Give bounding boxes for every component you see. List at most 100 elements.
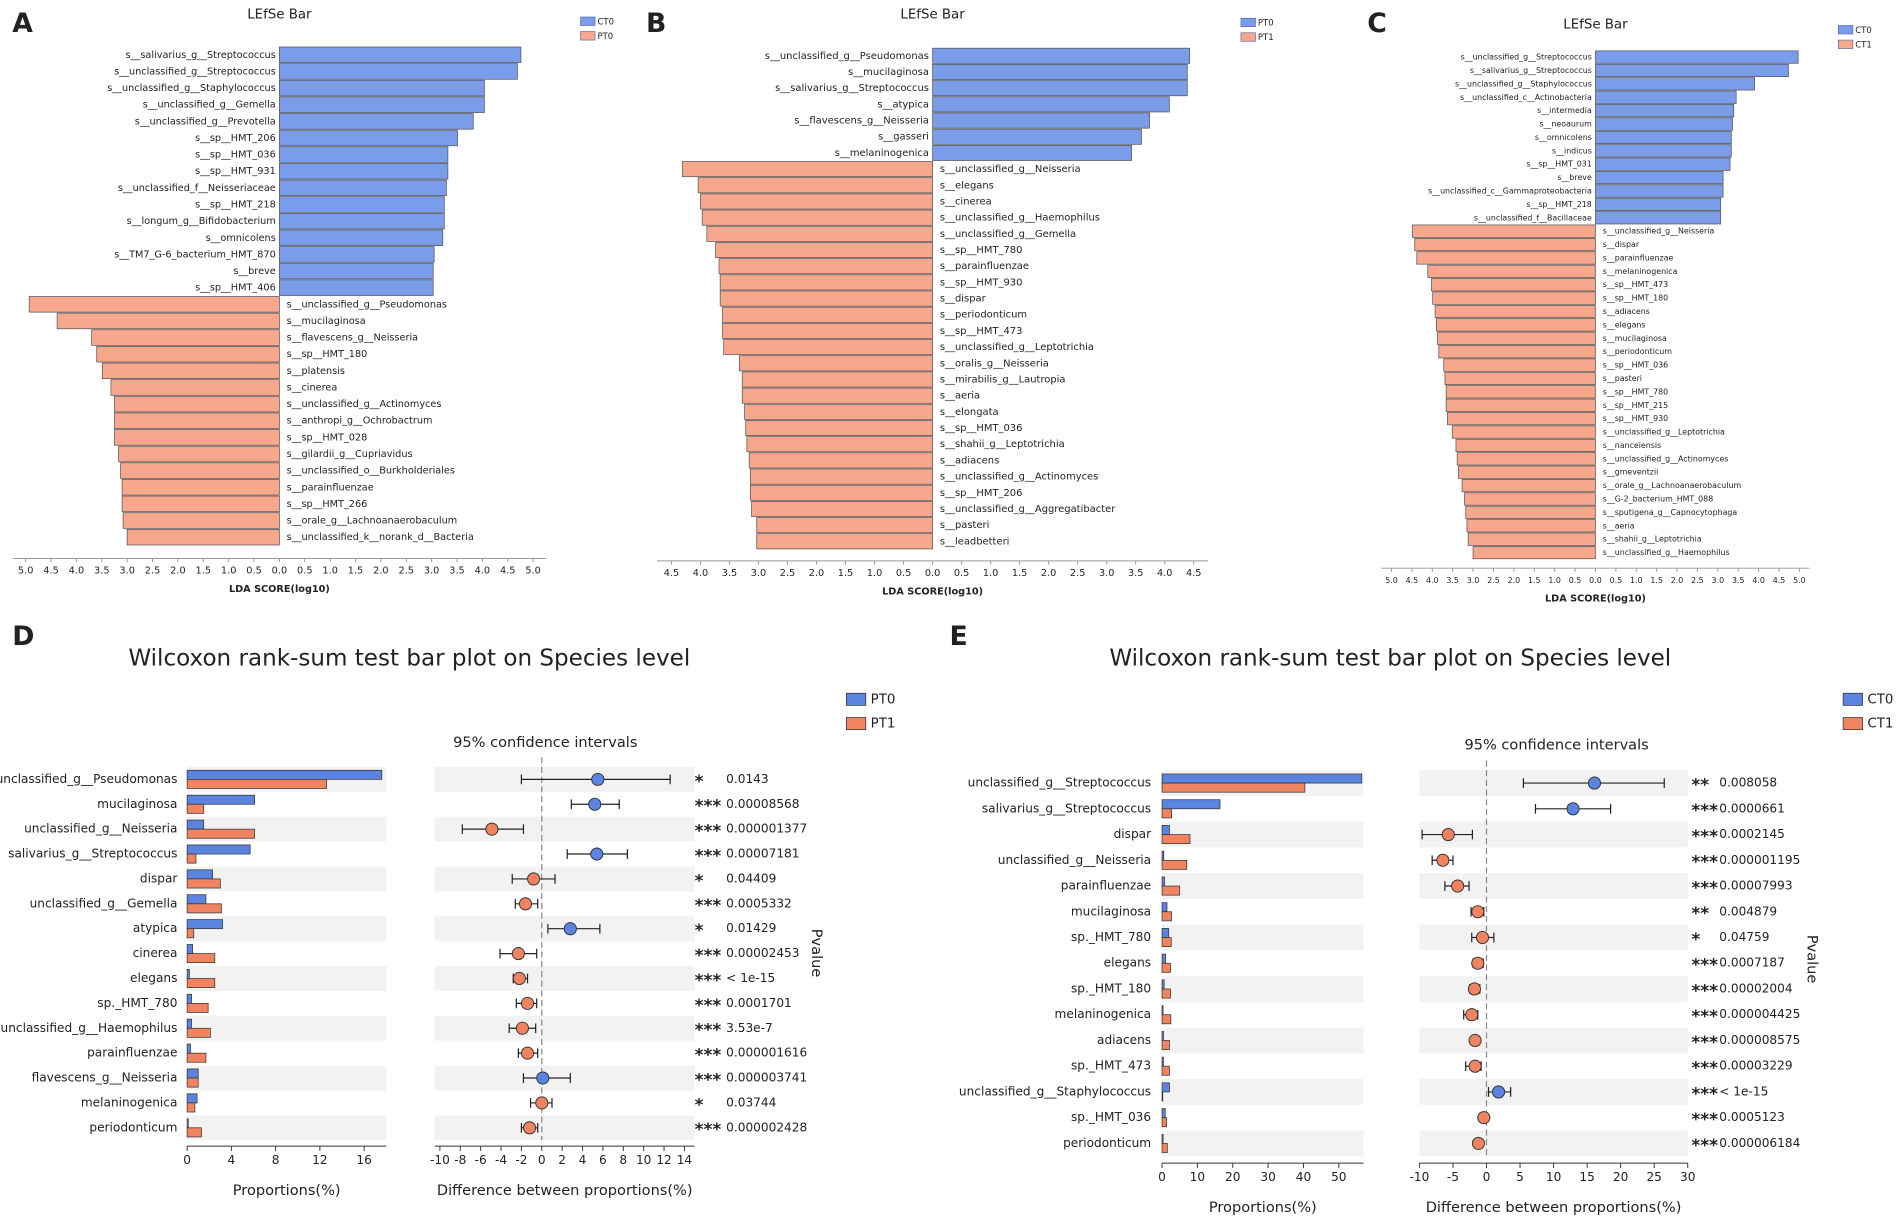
x-tick-label: 3.5 bbox=[94, 566, 109, 577]
legend-swatch bbox=[1240, 17, 1256, 28]
difference-point bbox=[518, 897, 533, 911]
bar-label: s__unclassified_g__Pseudomonas bbox=[287, 299, 447, 310]
bar bbox=[756, 517, 933, 534]
bar bbox=[1458, 465, 1596, 479]
bar bbox=[186, 953, 216, 964]
legend-label: CT0 bbox=[1855, 26, 1872, 36]
legend-swatch bbox=[1842, 717, 1863, 731]
bar bbox=[279, 96, 485, 113]
bar bbox=[719, 274, 933, 291]
bar-label: s__leadbetteri bbox=[940, 536, 1010, 547]
significance-stars: *** bbox=[695, 797, 722, 817]
significance-stars: ** bbox=[1691, 776, 1709, 796]
x-tick-label: 50 bbox=[1331, 1170, 1346, 1184]
bar bbox=[1595, 184, 1724, 198]
bar bbox=[749, 484, 933, 501]
legend-label: PT1 bbox=[1258, 33, 1274, 43]
category-label: mucilaginosa bbox=[97, 797, 177, 811]
diff-tick-label: -10 bbox=[1410, 1170, 1430, 1184]
bar bbox=[279, 63, 518, 80]
bar bbox=[682, 161, 933, 178]
bar bbox=[122, 512, 280, 529]
bar bbox=[279, 113, 474, 130]
bar bbox=[186, 928, 195, 939]
row-band bbox=[1162, 924, 1364, 951]
diff-tick-label: -2 bbox=[515, 1153, 527, 1167]
x-tick-label: 10 bbox=[1190, 1170, 1205, 1184]
significance-stars: *** bbox=[695, 996, 722, 1016]
bar bbox=[756, 533, 933, 550]
diff-axis-label: Difference between proportions(%) bbox=[437, 1182, 693, 1199]
bar-label: s__sp__HMT_930 bbox=[1603, 414, 1668, 423]
significance-stars: *** bbox=[1691, 1084, 1718, 1104]
bar-label: s__unclassified_g__Haemophilus bbox=[940, 213, 1100, 224]
bar bbox=[186, 769, 383, 780]
bar-label: s__unclassified_g__Leptotrichia bbox=[1603, 428, 1725, 437]
difference-point bbox=[511, 947, 525, 961]
bar bbox=[1161, 988, 1171, 999]
bar bbox=[719, 290, 933, 307]
bar-label: s__unclassified_g__Staphylococcus bbox=[1455, 79, 1592, 88]
x-tick-label: 0.0 bbox=[925, 568, 940, 579]
bar bbox=[279, 279, 434, 296]
bar-label: s__unclassified_g__Leptotrichia bbox=[940, 342, 1094, 353]
bar bbox=[121, 495, 280, 513]
diff-tick-label: 12 bbox=[656, 1153, 671, 1167]
bar bbox=[932, 47, 1191, 64]
x-tick-label: 1.5 bbox=[838, 568, 853, 579]
bar bbox=[1161, 773, 1363, 784]
significance-stars: *** bbox=[1691, 878, 1718, 898]
x-tick-label: 5.0 bbox=[18, 566, 33, 577]
pvalue: 0.000001616 bbox=[726, 1046, 807, 1060]
difference-point bbox=[1477, 1111, 1491, 1125]
significance-stars: * bbox=[1691, 930, 1700, 950]
x-tick-label: 2.0 bbox=[809, 568, 824, 579]
diff-tick-label: 6 bbox=[599, 1153, 607, 1167]
category-label: unclassified_g__Staphylococcus bbox=[959, 1084, 1151, 1098]
chart-title: LEfSe Bar bbox=[900, 8, 965, 23]
bar bbox=[1427, 264, 1596, 278]
bar-label: s__unclassified_g__Gemella bbox=[940, 229, 1076, 240]
difference-point bbox=[1465, 1008, 1479, 1022]
bar bbox=[186, 1003, 209, 1013]
x-tick-label: 1.5 bbox=[348, 566, 363, 577]
x-tick-label: 1.5 bbox=[196, 566, 211, 577]
bar bbox=[279, 79, 485, 97]
difference-point bbox=[1441, 827, 1455, 842]
row-band bbox=[434, 1015, 695, 1041]
bar-label: s__periodonticum bbox=[940, 310, 1027, 321]
x-tick-label: 20 bbox=[1225, 1170, 1240, 1184]
bar bbox=[186, 878, 221, 889]
x-tick-label: 1.0 bbox=[221, 566, 236, 577]
bar-label: s__elongata bbox=[940, 407, 999, 418]
diff-tick-label: 30 bbox=[1680, 1170, 1695, 1184]
pvalue: 0.03744 bbox=[726, 1095, 776, 1109]
bar bbox=[1466, 519, 1596, 533]
category-label: parainfluenzae bbox=[87, 1046, 177, 1060]
bar bbox=[1445, 385, 1596, 399]
bar-label: s__melaninogenica bbox=[1603, 267, 1678, 276]
x-tick-label: 2.0 bbox=[170, 566, 185, 577]
bar bbox=[1467, 532, 1596, 546]
bar-label: s__sp__HMT_180 bbox=[1603, 294, 1668, 303]
bar bbox=[1434, 304, 1596, 319]
chart-title: Wilcoxon rank-sum test bar plot on Speci… bbox=[1109, 646, 1671, 672]
category-label: unclassified_g__Neisseria bbox=[24, 822, 177, 836]
bar bbox=[1595, 157, 1731, 171]
difference-point bbox=[1468, 1033, 1482, 1048]
bar bbox=[114, 395, 280, 413]
x-tick-label: 0.5 bbox=[896, 568, 911, 579]
bar bbox=[186, 1052, 207, 1063]
bar bbox=[1161, 808, 1172, 819]
bar-label: s__parainfluenzae bbox=[287, 482, 374, 493]
category-label: elegans bbox=[1104, 956, 1151, 970]
bar bbox=[700, 193, 933, 210]
difference-point bbox=[563, 922, 577, 936]
difference-point bbox=[527, 872, 541, 886]
x-tick-label: 3.5 bbox=[1128, 568, 1143, 579]
bar bbox=[751, 500, 933, 517]
bar-label: s__unclassified_g__Gemella bbox=[143, 100, 276, 111]
difference-point bbox=[520, 996, 535, 1010]
bar-label: s__dispar bbox=[1603, 240, 1640, 249]
bar-label: s__elegans bbox=[1603, 320, 1646, 329]
